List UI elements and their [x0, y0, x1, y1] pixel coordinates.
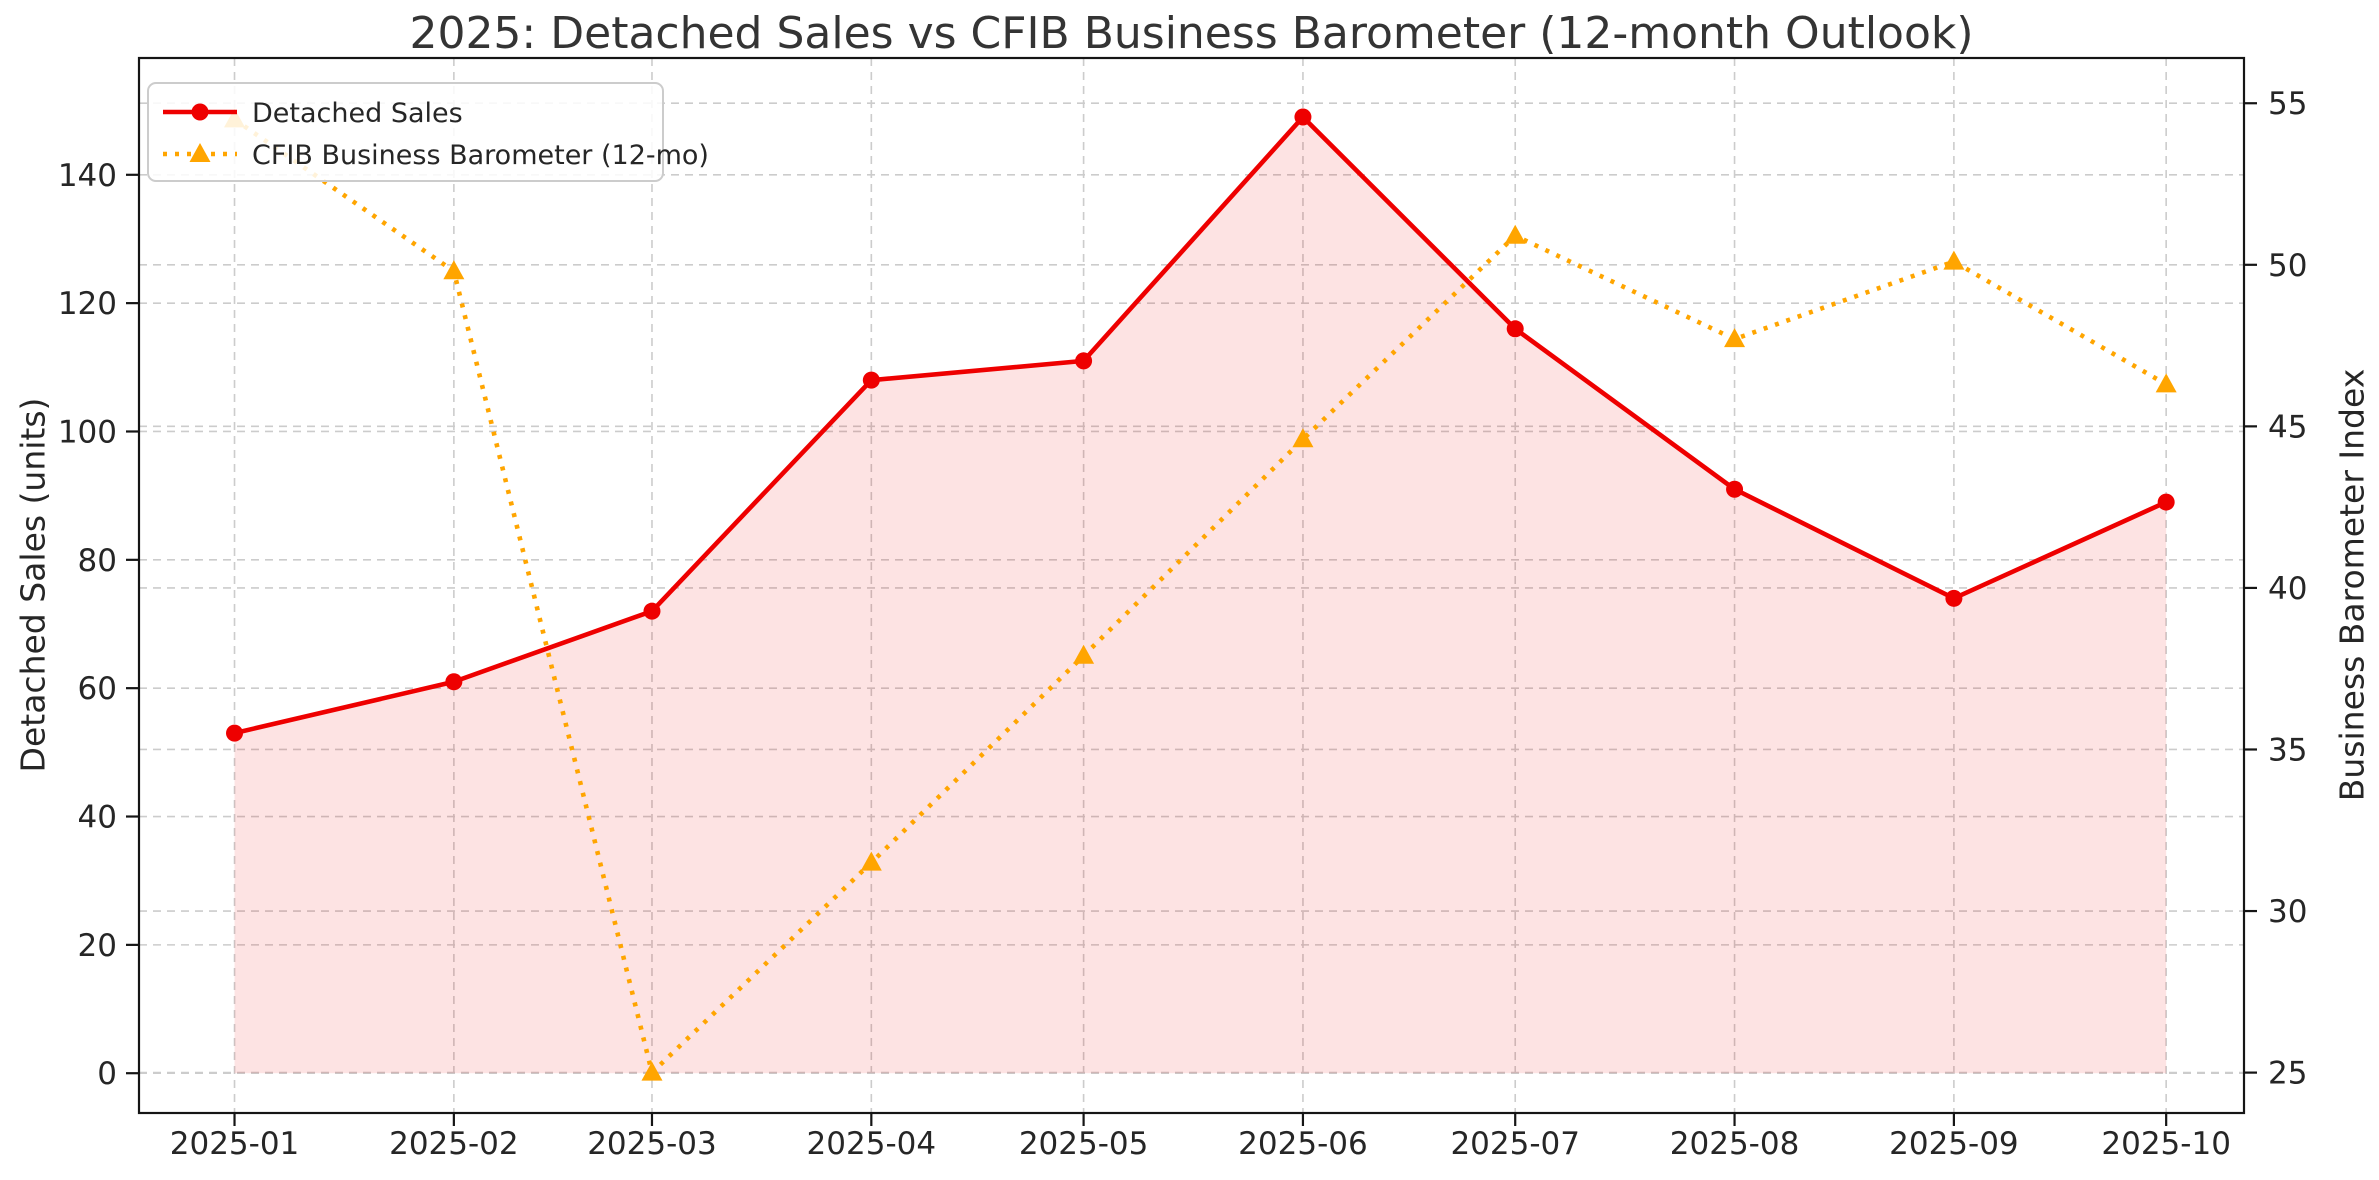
y-axis-right: 25 30 35 40 45 50 55: [2244, 86, 2307, 1092]
right-tick-label: 50: [2268, 248, 2307, 284]
x-tick-label: 2025-08: [1670, 1126, 1800, 1162]
detached-sales-area: [234, 117, 2167, 1074]
y-axis-left: 0 20 40 60 80 100 120 140: [58, 158, 139, 1092]
x-tick-label: 2025-09: [1889, 1126, 2019, 1162]
right-tick-label: 30: [2268, 894, 2307, 930]
detached-sales-line: [226, 108, 2175, 742]
x-tick-label: 2025-01: [170, 1126, 300, 1162]
left-tick-label: 140: [58, 158, 117, 194]
legend-label-cfib-barometer: CFIB Business Barometer (12-mo): [252, 140, 709, 171]
left-tick-label: 20: [78, 928, 117, 964]
detached-sales-point: [1726, 480, 1744, 498]
right-tick-label: 25: [2268, 1056, 2307, 1092]
detached-sales-point: [2157, 493, 2175, 511]
detached-sales-point: [1075, 352, 1093, 370]
detached-sales-point: [226, 724, 244, 742]
cfib-barometer-point: [641, 1061, 663, 1081]
left-tick-label: 0: [97, 1056, 117, 1092]
cfib-barometer-point: [189, 143, 211, 162]
right-tick-label: 45: [2268, 409, 2307, 445]
chart-title: 2025: Detached Sales vs CFIB Business Ba…: [409, 8, 1974, 59]
cfib-barometer-point: [860, 851, 882, 871]
detached-sales-point: [445, 673, 463, 691]
x-tick-label: 2025-03: [587, 1126, 717, 1162]
left-tick-label: 60: [78, 671, 117, 707]
cfib-barometer-point: [1724, 328, 1746, 348]
left-tick-label: 100: [58, 414, 117, 450]
right-tick-label: 40: [2268, 571, 2307, 607]
x-tick-label: 2025-02: [389, 1126, 519, 1162]
cfib-barometer-point: [1073, 644, 1095, 664]
x-tick-label: 2025-06: [1238, 1126, 1368, 1162]
x-tick-label: 2025-07: [1450, 1126, 1580, 1162]
left-tick-label: 40: [78, 800, 117, 836]
x-tick-label: 2025-04: [807, 1126, 937, 1162]
x-tick-label: 2025-10: [2101, 1126, 2231, 1162]
legend-label-detached-sales: Detached Sales: [252, 98, 463, 129]
detached-sales-point: [1294, 108, 1312, 126]
cfib-barometer-point: [2155, 373, 2177, 393]
x-tick-label: 2025-05: [1019, 1126, 1149, 1162]
plot-border: [137, 56, 2246, 1115]
right-axis-label: Business Barometer Index: [2332, 368, 2372, 802]
cfib-barometer-point: [443, 260, 465, 280]
cfib-barometer-point: [1943, 250, 1965, 270]
legend: Detached Sales CFIB Business Barometer (1…: [147, 82, 709, 182]
detached-sales-point: [1506, 320, 1524, 338]
cfib-barometer-point: [1292, 428, 1314, 448]
detached-sales-point: [1945, 589, 1963, 607]
right-tick-label: 55: [2268, 86, 2307, 122]
legend-marker-circle-icon: [191, 103, 209, 121]
x-axis: 2025-01 2025-02 2025-03 2025-04 2025-05 2025-…: [170, 1113, 2231, 1162]
left-tick-label: 120: [58, 286, 117, 322]
right-tick-label: 35: [2268, 732, 2307, 768]
left-tick-label: 80: [78, 543, 117, 579]
detached-sales-point: [862, 371, 880, 389]
detached-sales-point: [643, 602, 661, 620]
cfib-barometer-point: [1504, 224, 1526, 244]
left-axis-label: Detached Sales (units): [13, 397, 53, 773]
